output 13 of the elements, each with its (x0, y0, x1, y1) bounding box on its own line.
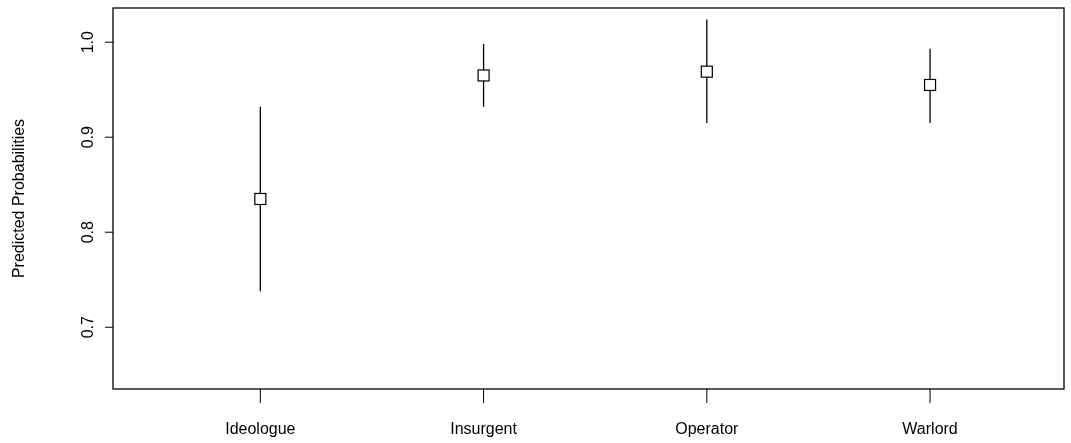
y-tick-label: 0.9 (79, 126, 96, 149)
y-tick-label: 0.7 (79, 316, 96, 339)
point (477, 69, 490, 82)
y-tick-label: 1.0 (79, 30, 96, 54)
y-tick-label: 0.8 (79, 221, 96, 244)
y-axis-title: Predicted Probabilities (10, 118, 27, 279)
x-tick-label: Operator (675, 420, 740, 437)
point (700, 65, 713, 78)
x-tick-label: Warlord (902, 420, 958, 437)
x-tick-label: Ideologue (225, 420, 296, 437)
x-tick-label: Insurgent (450, 420, 518, 437)
point (923, 78, 937, 92)
point (254, 192, 267, 206)
